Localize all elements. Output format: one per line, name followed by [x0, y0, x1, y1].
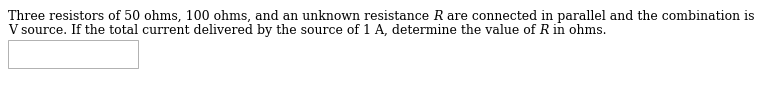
Text: V source. If the total current delivered by the source of 1 A, determine the val: V source. If the total current delivered…: [8, 24, 540, 37]
Bar: [8, 40, 138, 68]
Text: in ohms.: in ohms.: [549, 24, 606, 37]
Text: R: R: [540, 24, 549, 37]
Text: R: R: [433, 10, 443, 23]
Text: are connected in parallel and the combination is connected to a 25-: are connected in parallel and the combin…: [443, 10, 757, 23]
Text: Three resistors of 50 ohms, 100 ohms, and an unknown resistance: Three resistors of 50 ohms, 100 ohms, an…: [8, 10, 433, 23]
